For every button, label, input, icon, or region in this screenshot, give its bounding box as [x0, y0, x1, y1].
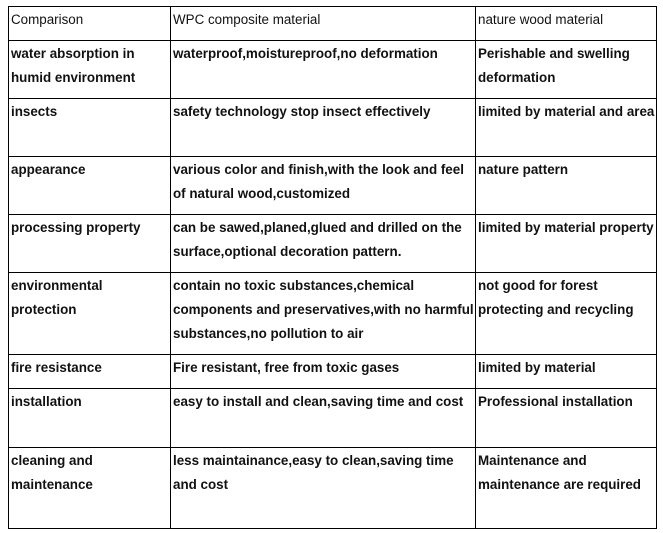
table-row: processing property can be sawed,planed,…	[8, 214, 657, 273]
wpc-cell: safety technology stop insect effectivel…	[170, 98, 476, 157]
table-row: insects safety technology stop insect ef…	[8, 98, 657, 157]
wpc-cell: can be sawed,planed,glued and drilled on…	[170, 214, 476, 273]
comparison-table: Comparison WPC composite material nature…	[8, 6, 657, 529]
table-header-row: Comparison WPC composite material nature…	[8, 6, 657, 41]
wpc-cell: contain no toxic substances,chemical com…	[170, 272, 476, 355]
table-row: cleaning and maintenance less maintainan…	[8, 447, 657, 529]
row-label-cell: cleaning and maintenance	[8, 447, 171, 529]
wood-cell: limited by material property	[475, 214, 657, 273]
wpc-cell: Fire resistant, free from toxic gases	[170, 354, 476, 389]
wood-cell: Professional installation	[475, 388, 657, 448]
wood-cell: limited by material and area	[475, 98, 657, 157]
wpc-cell: various color and finish,with the look a…	[170, 156, 476, 215]
row-label-cell: appearance	[8, 156, 171, 215]
header-cell-wpc: WPC composite material	[170, 6, 476, 41]
wpc-cell: easy to install and clean,saving time an…	[170, 388, 476, 448]
row-label-cell: water absorption in humid environment	[8, 40, 171, 99]
wood-cell: limited by material	[475, 354, 657, 389]
row-label-cell: environmental protection	[8, 272, 171, 355]
table-row: appearance various color and finish,with…	[8, 156, 657, 215]
wpc-cell: less maintainance,easy to clean,saving t…	[170, 447, 476, 529]
row-label-cell: fire resistance	[8, 354, 171, 389]
wood-cell: nature pattern	[475, 156, 657, 215]
row-label-cell: installation	[8, 388, 171, 448]
row-label-cell: insects	[8, 98, 171, 157]
wood-cell: not good for forest protecting and recyc…	[475, 272, 657, 355]
header-cell-wood: nature wood material	[475, 6, 657, 41]
header-cell-comparison: Comparison	[8, 6, 171, 41]
wpc-cell: waterproof,moistureproof,no deformation	[170, 40, 476, 99]
row-label-cell: processing property	[8, 214, 171, 273]
table-row: water absorption in humid environment wa…	[8, 40, 657, 99]
table-row: installation easy to install and clean,s…	[8, 388, 657, 448]
table-row: fire resistance Fire resistant, free fro…	[8, 354, 657, 389]
wood-cell: Maintenance and maintenance are required	[475, 447, 657, 529]
table-row: environmental protection contain no toxi…	[8, 272, 657, 355]
wood-cell: Perishable and swelling deformation	[475, 40, 657, 99]
